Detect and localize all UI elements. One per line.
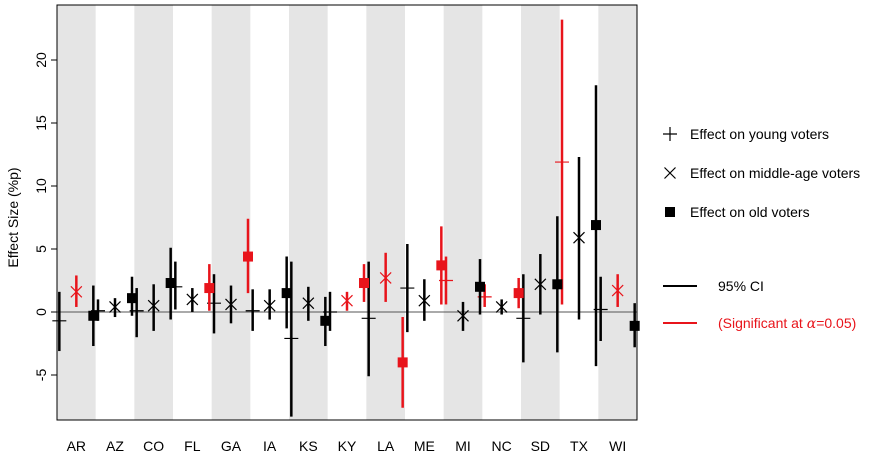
- point-square-ky: [359, 278, 369, 289]
- point-x-co: [147, 299, 160, 312]
- point-x-ga: [225, 298, 237, 311]
- point-x-nc: [495, 301, 508, 313]
- point-x-wi: [611, 284, 624, 297]
- x-tick-label-ky: KY: [338, 438, 357, 454]
- point-square-wi: [629, 320, 640, 331]
- shade-column-mi: [443, 5, 483, 420]
- shade-column-la: [366, 5, 405, 420]
- point-x-ia: [263, 299, 276, 312]
- legend-marker-plus: [663, 127, 677, 141]
- x-tick-label-wi: WI: [609, 438, 626, 454]
- y-axis-label: Effect Size (%p): [5, 167, 21, 267]
- x-tick-label-sd: SD: [531, 438, 550, 454]
- shade-column-co: [134, 5, 173, 420]
- point-plus-sd: [516, 311, 531, 326]
- point-x-fl: [186, 293, 199, 306]
- column-shading: [57, 5, 637, 420]
- point-square-me: [436, 260, 447, 271]
- point-square-sd: [552, 279, 563, 290]
- x-tick-label-nc: NC: [492, 438, 512, 454]
- point-plus-tx: [555, 155, 569, 170]
- point-square-az: [127, 293, 137, 304]
- x-tick-label-tx: TX: [570, 438, 589, 454]
- x-tick-label-la: LA: [377, 438, 395, 454]
- point-square-ga: [243, 251, 253, 262]
- x-tick-label-ar: AR: [67, 438, 86, 454]
- point-x-la: [379, 272, 392, 284]
- point-square-tx: [591, 220, 601, 231]
- series-square: [88, 85, 640, 408]
- legend-label-ci: 95% CI: [718, 278, 764, 294]
- shade-column-ga: [211, 5, 251, 420]
- point-square-nc: [513, 288, 524, 299]
- legend-label-square: Effect on old voters: [690, 204, 810, 220]
- x-tick-label-ga: GA: [221, 438, 242, 454]
- legend-marker-square: [665, 207, 675, 217]
- legend-label-x: Effect on middle-age voters: [690, 165, 860, 181]
- point-plus-ar: [52, 313, 67, 328]
- shade-column-ar: [57, 5, 96, 420]
- point-x-az: [109, 301, 121, 313]
- point-x-ar: [70, 285, 83, 298]
- y-tick-label: 10: [33, 178, 49, 194]
- x-tick-label-me: ME: [414, 438, 435, 454]
- point-plus-la: [361, 311, 376, 326]
- shade-column-ks: [289, 5, 328, 420]
- shade-column-sd: [521, 5, 560, 420]
- point-x-tx: [573, 231, 585, 244]
- x-tick-label-ia: IA: [263, 438, 277, 454]
- x-axis: AR AZ CO FL GA IA KS KY LA ME MI NC SD TX WI: [67, 438, 627, 454]
- legend-label-significant: (Significant at α=0.05): [718, 315, 856, 332]
- y-axis: -5 0 5 10 15 20: [33, 52, 57, 381]
- point-square-ar: [88, 310, 99, 321]
- y-tick-label: 5: [33, 245, 49, 253]
- data-series: [52, 19, 640, 417]
- point-x-sd: [534, 278, 547, 291]
- y-tick-label: 15: [33, 115, 49, 131]
- y-tick-label: 0: [33, 308, 49, 316]
- x-tick-label-fl: FL: [184, 438, 201, 454]
- point-plus-ia: [245, 303, 260, 318]
- x-tick-label-co: CO: [143, 438, 164, 454]
- point-square-mi: [475, 281, 485, 292]
- legend-label-plus: Effect on young voters: [690, 126, 829, 142]
- point-x-me: [418, 294, 431, 307]
- y-tick-label: -5: [33, 369, 49, 382]
- point-x-mi: [457, 309, 469, 322]
- plot-frame: [56, 4, 638, 421]
- point-plus-ks: [284, 331, 299, 346]
- x-tick-label-az: AZ: [106, 438, 124, 454]
- point-square-ia: [281, 288, 292, 299]
- x-tick-label-ks: KS: [299, 438, 318, 454]
- point-plus-me: [400, 281, 415, 296]
- legend: Effect on young voters Effect on middle-a…: [663, 126, 860, 332]
- shade-column-wi: [598, 5, 637, 420]
- x-tick-label-mi: MI: [455, 438, 471, 454]
- point-x-ky: [341, 294, 353, 307]
- legend-marker-x: [664, 167, 676, 179]
- point-square-fl: [204, 283, 215, 294]
- point-square-ks: [320, 315, 331, 326]
- point-square-co: [165, 278, 176, 289]
- point-x-ks: [302, 297, 315, 310]
- point-square-la: [397, 357, 408, 368]
- series-x: [70, 157, 624, 331]
- y-tick-label: 20: [33, 52, 49, 68]
